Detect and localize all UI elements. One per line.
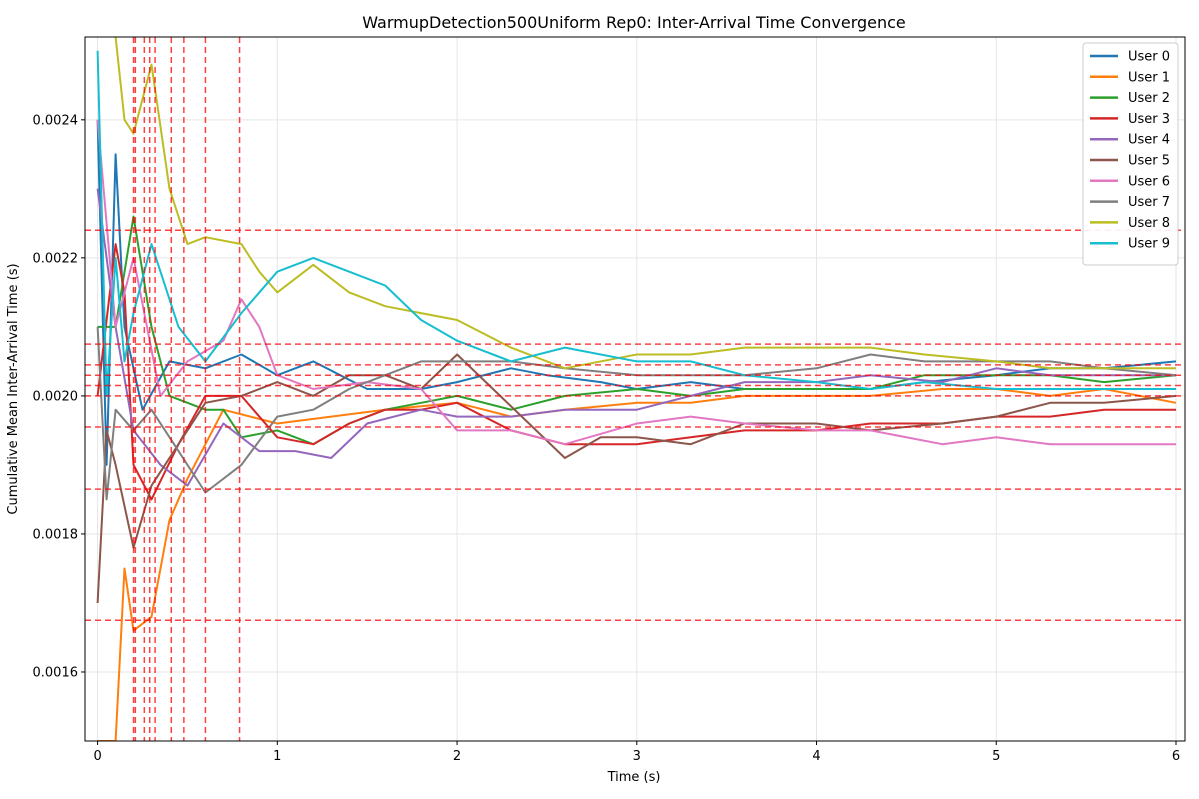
series-line-user-3 [96, 243, 1176, 501]
x-tick-label: 6 [1172, 749, 1180, 764]
y-tick-label: 0.0022 [33, 251, 79, 266]
x-tick-label: 0 [93, 749, 101, 764]
reference-lines [85, 37, 1185, 741]
y-tick-label: 0.0018 [33, 527, 79, 542]
x-tick-label: 1 [273, 749, 281, 764]
series-line-user-1 [97, 388, 1177, 741]
x-tick-label: 3 [633, 749, 641, 764]
legend-label: User 2 [1128, 91, 1170, 106]
legend-label: User 9 [1128, 237, 1170, 252]
series-line-user-4 [96, 188, 1176, 487]
y-axis-label: Cumulative Mean Inter-Arrival Time (s) [6, 263, 21, 514]
x-tick-label: 4 [812, 749, 820, 764]
series-line-user-9 [96, 50, 1176, 397]
series-line-user-7 [96, 326, 1177, 501]
x-axis-label: Time (s) [607, 770, 661, 785]
x-axis: 0 1 2 3 4 5 6 [93, 741, 1180, 764]
y-tick-label: 0.0016 [33, 665, 79, 680]
series-line-user-6 [96, 119, 1176, 446]
legend-label: User 8 [1128, 216, 1170, 231]
x-tick-label: 5 [992, 749, 1000, 764]
plot-frame [84, 36, 1186, 742]
legend-label: User 4 [1128, 133, 1170, 148]
legend: User 0 User 1 User 2 User 3 User 4 User 5 User… [1082, 42, 1179, 266]
y-tick-label: 0.0024 [33, 113, 79, 128]
series-layer [96, 37, 1177, 741]
series-line-user-8 [114, 37, 1176, 370]
series-line-user-2 [97, 215, 1177, 446]
chart-title: WarmupDetection500Uniform Rep0: Inter-Ar… [362, 13, 906, 32]
legend-label: User 5 [1128, 154, 1170, 169]
y-axis: 0.0016 0.0018 0.0020 0.0022 0.0024 [33, 113, 85, 680]
legend-label: User 1 [1128, 70, 1170, 85]
legend-label: User 0 [1128, 50, 1170, 65]
x-tick-label: 2 [453, 749, 461, 764]
legend-label: User 6 [1128, 174, 1170, 189]
y-tick-label: 0.0020 [33, 389, 79, 404]
legend-label: User 7 [1128, 195, 1170, 210]
legend-label: User 3 [1128, 112, 1170, 127]
